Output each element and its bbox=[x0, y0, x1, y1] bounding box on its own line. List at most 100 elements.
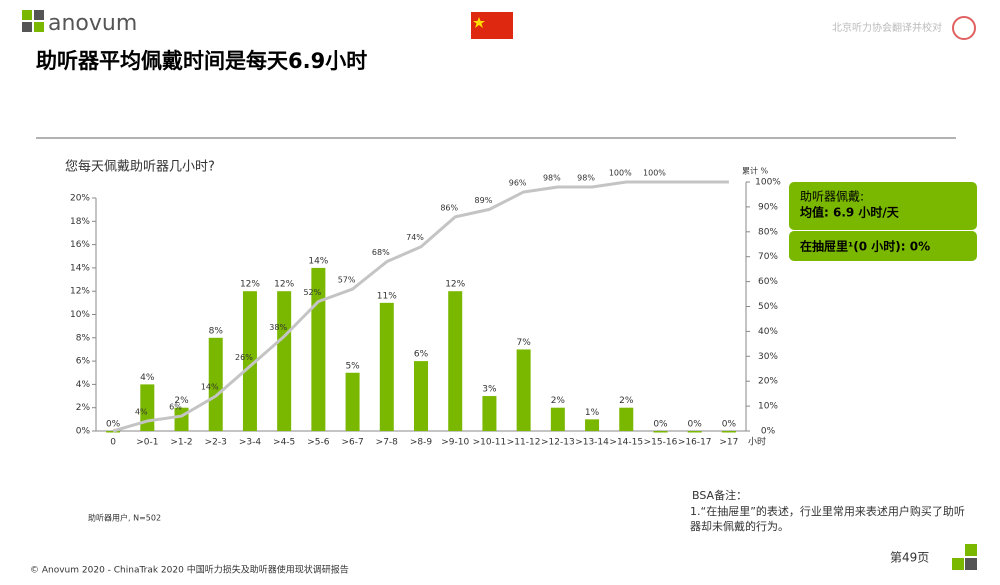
summary-text: 均值: 6.9 小时/天 bbox=[800, 205, 900, 220]
summary-box bbox=[789, 231, 977, 261]
summary-box bbox=[789, 182, 977, 230]
line-label: 52% bbox=[303, 288, 321, 297]
x-tick-label: >16-17 bbox=[678, 438, 712, 448]
bar-label: 8% bbox=[209, 326, 224, 336]
line-label: 38% bbox=[269, 323, 287, 332]
y2-tick-label: 50% bbox=[758, 302, 778, 312]
line-label: 98% bbox=[577, 173, 595, 182]
bar bbox=[721, 431, 736, 433]
x-tick-label: >13-14 bbox=[575, 438, 609, 448]
bsa-box: 1.“在抽屉里”的表述，行业里常用来表述用户购买了助听器却未佩戴的行为。 bbox=[690, 505, 965, 533]
bar-label: 0% bbox=[688, 420, 703, 430]
bar-label: 0% bbox=[653, 420, 668, 430]
x-tick-label: >15-16 bbox=[644, 438, 678, 448]
x-tick-label: >14-15 bbox=[609, 438, 643, 448]
y2-axis-title: 累计 % bbox=[742, 166, 769, 176]
bar bbox=[414, 361, 428, 431]
y2-tick-label: 60% bbox=[758, 277, 778, 287]
footer: © Anovum 2020 - ChinaTrak 2020 中国听力损失及助听… bbox=[30, 564, 349, 576]
logo-square bbox=[34, 22, 44, 32]
cumulative-line bbox=[112, 180, 729, 433]
bar-label: 12% bbox=[240, 280, 260, 290]
line-label: 98% bbox=[543, 173, 561, 182]
bar-label: 0% bbox=[106, 420, 121, 430]
bar bbox=[619, 407, 634, 431]
x-tick-label: >2-3 bbox=[205, 438, 227, 448]
line-label: 6% bbox=[169, 403, 182, 412]
bar bbox=[345, 372, 360, 431]
logo-square bbox=[965, 558, 977, 570]
y-tick-label: 0% bbox=[76, 427, 91, 437]
line-label: 89% bbox=[475, 196, 493, 205]
bar bbox=[585, 419, 600, 431]
logo-square bbox=[952, 558, 964, 570]
bar-label: 2% bbox=[551, 396, 566, 406]
y-tick-label: 12% bbox=[70, 287, 90, 297]
y2-tick-label: 90% bbox=[758, 202, 778, 212]
bar-label: 2% bbox=[174, 396, 189, 406]
bar bbox=[653, 431, 668, 433]
y-tick-label: 4% bbox=[76, 380, 91, 390]
bar bbox=[379, 302, 394, 431]
credit: 北京听力协会翻译并校对 bbox=[832, 21, 942, 34]
line-label: 68% bbox=[372, 248, 390, 257]
y-tick-label: 10% bbox=[70, 310, 90, 320]
summary-text: 在抽屉里¹(0 小时): 0% bbox=[800, 239, 930, 254]
y-tick-label: 14% bbox=[70, 263, 90, 273]
bar bbox=[448, 291, 463, 431]
line-label: 26% bbox=[235, 353, 253, 362]
x-tick-label: >8-9 bbox=[410, 438, 433, 448]
line-label: 86% bbox=[440, 203, 458, 212]
logo-square bbox=[22, 22, 32, 32]
y2-tick-label: 0% bbox=[761, 427, 776, 437]
x-tick-label: >9-10 bbox=[441, 438, 469, 448]
page-number: 第49页 bbox=[890, 551, 929, 565]
bar bbox=[482, 396, 497, 431]
bar-label: 12% bbox=[445, 280, 465, 290]
y2-tick-label: 10% bbox=[758, 402, 778, 412]
summary-text: 助听器佩戴: bbox=[800, 189, 864, 204]
bar bbox=[687, 431, 702, 433]
bar-label: 11% bbox=[377, 291, 397, 301]
y-tick-label: 16% bbox=[70, 240, 90, 250]
bar-label: 3% bbox=[482, 385, 497, 395]
y2-tick-label: 80% bbox=[758, 227, 778, 237]
x-tick-label: >17 bbox=[719, 438, 738, 448]
bar bbox=[208, 337, 223, 431]
x-unit: 小时 bbox=[748, 436, 766, 448]
bar-label: 1% bbox=[585, 408, 600, 418]
y2-tick-label: 20% bbox=[758, 377, 778, 387]
title: 助听器平均佩戴时间是每天6.9小时 bbox=[36, 49, 367, 73]
line-label: 100% bbox=[643, 169, 666, 178]
bar bbox=[516, 349, 531, 431]
bsa-text: 1.“在抽屉里”的表述，行业里常用来表述用户购买了助听器却未佩戴的行为。 bbox=[690, 505, 965, 533]
credit-icon bbox=[952, 16, 976, 40]
bsa-title: BSA备注： bbox=[692, 488, 747, 502]
x-tick-label: >12-13 bbox=[541, 438, 575, 448]
y2-tick-label: 30% bbox=[758, 352, 778, 362]
x-tick-label: >7-8 bbox=[376, 438, 399, 448]
line-label: 57% bbox=[338, 276, 356, 285]
x-tick-label: >1-2 bbox=[170, 438, 192, 448]
y-tick-label: 18% bbox=[70, 217, 90, 227]
bar-label: 5% bbox=[345, 361, 360, 371]
x-tick-label: >0-1 bbox=[136, 438, 158, 448]
y-tick-label: 20% bbox=[70, 194, 90, 204]
bar-label: 12% bbox=[274, 280, 294, 290]
bar bbox=[277, 291, 292, 431]
line-label: 100% bbox=[609, 169, 632, 178]
y2-tick-label: 40% bbox=[758, 327, 778, 337]
y-tick-label: 2% bbox=[76, 403, 91, 413]
note: 助听器用户, N=502 bbox=[88, 513, 161, 523]
bar-label: 0% bbox=[722, 420, 737, 430]
y-tick-label: 8% bbox=[76, 333, 91, 343]
bar bbox=[550, 407, 565, 431]
x-tick-label: >10-11 bbox=[473, 438, 507, 448]
bar bbox=[106, 431, 121, 433]
bar-label: 2% bbox=[619, 396, 634, 406]
bar bbox=[311, 267, 326, 431]
x-tick-label: >3-4 bbox=[239, 438, 262, 448]
x-tick-label: >6-7 bbox=[341, 438, 363, 448]
chart-title: 您每天佩戴助听器几小时? bbox=[65, 159, 215, 175]
x-tick-label: >4-5 bbox=[273, 438, 295, 448]
